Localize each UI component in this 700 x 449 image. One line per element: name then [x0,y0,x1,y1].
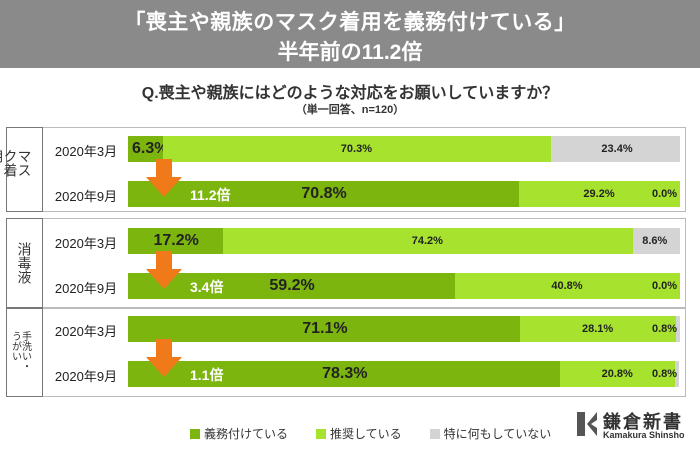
bar-segment [128,316,521,342]
multiplier-label: 3.4倍 [190,279,224,295]
data-label: 20.8% [601,368,633,380]
bar-segment [675,361,680,387]
bar-segment [560,361,676,387]
group-frame [43,218,686,308]
data-label: 0.8% [652,368,678,380]
group-label-box: マスク着用 [0,127,43,212]
data-label: 0.8% [652,323,678,335]
sample-note: （単一回答、n=120） [295,104,405,116]
bar-segment [128,361,561,387]
bar-segment [518,181,680,207]
legend-label-required: 義務付けている [204,427,289,441]
increase-arrow-icon [146,251,182,289]
bar-segment [520,316,676,342]
data-label: 17.2% [153,232,199,249]
bar-segment [128,136,163,162]
bar-segment [128,228,223,254]
multiplier-label: 1.1倍 [190,367,224,383]
data-label: 78.3% [322,365,368,382]
data-label: 23.4% [601,143,633,155]
legend-item-recommended: 推奨している [316,425,402,442]
multiplier-label: 11.2倍 [190,187,231,203]
data-label: 0.0% [652,280,678,292]
bar-row: 78.3% 20.8% 0.8% [128,361,680,387]
legend-item-none: 特に何もしていない [429,425,552,442]
bar-segment [128,273,455,299]
period-label: 2020年9月 [54,189,118,204]
legend-swatch-none [429,428,440,439]
bar-segment [128,181,519,207]
bar-segment [550,136,680,162]
logo-text-jp: 鎌倉新書 [603,412,683,432]
bar-segment [162,136,551,162]
period-label: 2020年3月 [54,144,118,159]
bar-row: 71.1% 28.1% 0.8% [128,316,680,342]
group-label: マスク着用 [0,148,33,177]
group-label-box: 消毒液 [6,218,43,308]
bar-segment [222,228,633,254]
group-frame [43,127,686,212]
group-label: 手洗い・うがい [9,330,31,371]
period-label: 2020年9月 [54,369,118,384]
title-banner: 「喪主や親族のマスク着用を義務付けている」 半年前の11.2倍 [0,0,700,68]
question-text: Q.喪主や親族にはどのような対応をお願いしていますか？ [141,85,559,102]
company-logo: 鎌倉新書 Kamakura Shinsho [575,408,693,444]
bar-row: 6.3% 70.3% 23.4% [128,136,680,162]
bar-row: 70.8% 29.2% 0.0% [128,181,680,207]
data-label: 70.8% [301,185,347,202]
title-line-1: 「喪主や親族のマスク着用を義務付けている」 [124,11,576,34]
logo-text-en: Kamakura Shinsho [603,430,685,440]
bar-row: 59.2% 40.8% 0.0% [128,273,680,299]
data-label: 6.3% [132,140,169,157]
group-frame [43,308,686,397]
data-label: 71.1% [302,320,348,337]
group-label-box: 手洗い・うがい [6,308,43,397]
group-label: 消毒液 [16,242,33,284]
bar-segment [632,228,680,254]
increase-arrow-icon [146,159,182,197]
data-label: 8.6% [642,235,668,247]
data-label: 70.3% [340,143,372,155]
bar-segment [454,273,680,299]
bar-row: 17.2% 74.2% 8.6% [128,228,680,254]
legend-label-recommended: 推奨している [330,427,402,441]
data-label: 59.2% [269,277,315,294]
bar-segment [675,316,680,342]
legend-swatch-recommended [316,428,327,439]
period-label: 2020年9月 [54,281,118,296]
title-line-2: 半年前の11.2倍 [277,41,423,64]
data-label: 28.1% [582,323,614,335]
period-label: 2020年3月 [54,236,118,251]
data-label: 74.2% [411,235,443,247]
legend-label-none: 特に何もしていない [443,427,552,441]
data-label: 40.8% [551,280,583,292]
period-label: 2020年3月 [54,324,118,339]
increase-arrow-icon [146,339,182,377]
legend-swatch-required [190,428,200,439]
legend: 義務付けている 推奨している 特に何もしていない [190,425,551,442]
logo-mark-icon [577,412,597,436]
data-label: 0.0% [652,188,678,200]
data-label: 29.2% [583,188,615,200]
legend-item-required: 義務付けている [190,425,288,442]
